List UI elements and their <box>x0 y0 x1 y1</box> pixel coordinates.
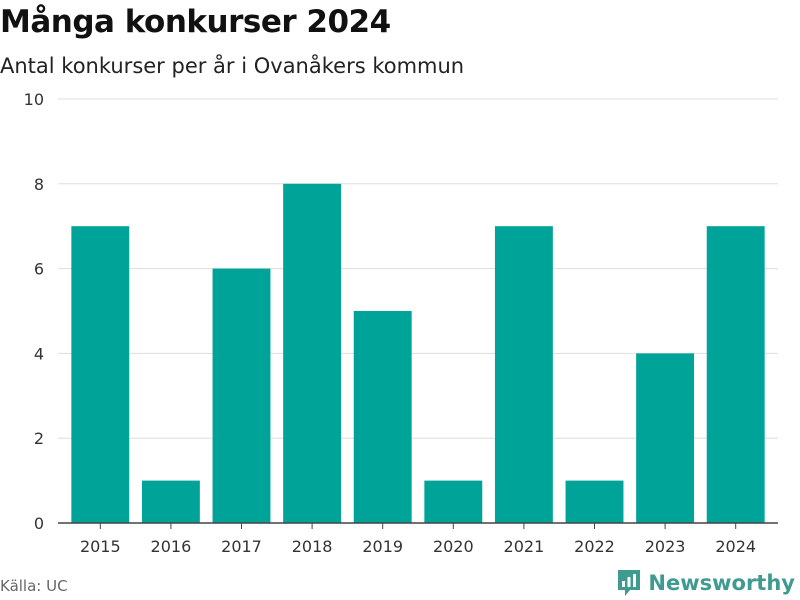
x-tick-label: 2022 <box>574 537 615 556</box>
x-tick-label: 2019 <box>362 537 403 556</box>
chart-subtitle: Antal konkurser per år i Ovanåkers kommu… <box>0 54 465 78</box>
y-tick-label: 4 <box>34 344 44 363</box>
bar-2020 <box>424 480 483 523</box>
x-tick-labels: 2015 2016 2017 2018 2019 2020 2021 2022 2023 2024 <box>80 523 756 556</box>
x-tick-label: 2015 <box>80 537 121 556</box>
bar-2022 <box>565 480 624 523</box>
y-tick-label: 8 <box>34 175 44 194</box>
bars <box>71 183 765 524</box>
x-tick-label: 2020 <box>433 537 474 556</box>
bar-2024 <box>706 226 765 523</box>
y-tick-labels: 0 2 4 6 8 10 <box>24 90 44 533</box>
bar-2016 <box>141 480 200 523</box>
x-tick-label: 2017 <box>221 537 262 556</box>
x-tick-label: 2023 <box>645 537 686 556</box>
x-tick-label: 2018 <box>292 537 333 556</box>
bar-2017 <box>212 268 271 523</box>
newsworthy-logo-icon <box>618 570 641 596</box>
bar-2018 <box>283 183 342 524</box>
x-tick-label: 2016 <box>151 537 192 556</box>
y-tick-label: 10 <box>24 90 44 109</box>
x-tick-label: 2021 <box>504 537 545 556</box>
y-tick-label: 6 <box>34 260 44 279</box>
x-tick-label: 2024 <box>715 537 756 556</box>
brand-name: Newsworthy <box>648 571 795 595</box>
bar-2021 <box>494 226 553 523</box>
brand-logo: Newsworthy <box>616 568 795 598</box>
bar-2015 <box>71 226 130 523</box>
bar-2023 <box>636 353 695 523</box>
chart-title: Många konkurser 2024 <box>0 4 391 40</box>
source-note: Källa: UC <box>0 577 68 595</box>
y-tick-label: 0 <box>34 514 44 533</box>
bar-2019 <box>353 311 412 523</box>
y-tick-label: 2 <box>34 429 44 448</box>
